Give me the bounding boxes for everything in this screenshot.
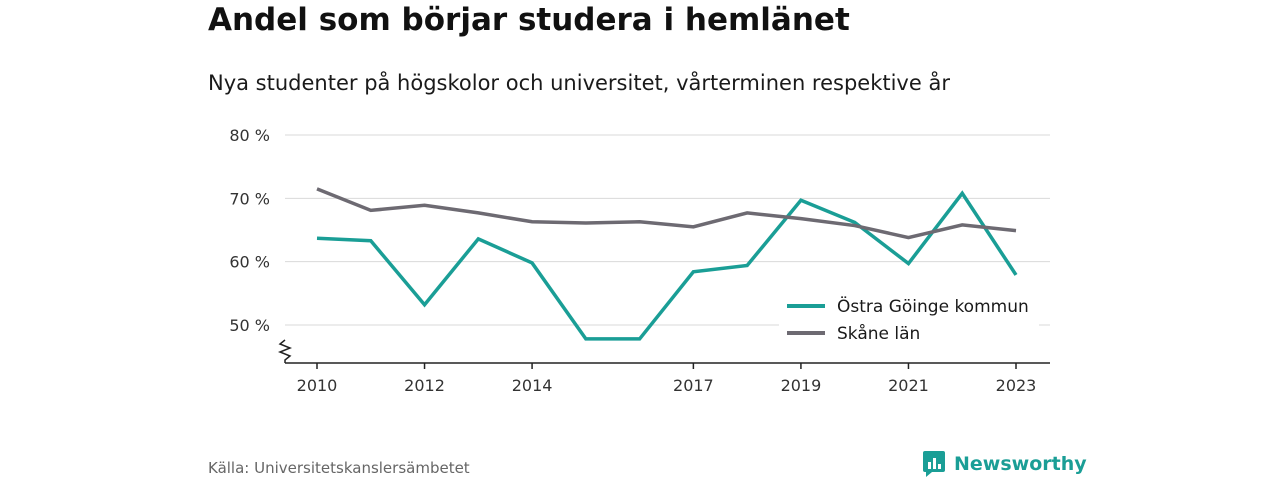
x-tick-label: 2019 bbox=[781, 376, 822, 395]
x-tick-label: 2010 bbox=[297, 376, 338, 395]
y-tick-label: 50 % bbox=[229, 316, 270, 335]
brand-name: Newsworthy bbox=[954, 453, 1087, 475]
axis-break-icon bbox=[277, 339, 293, 363]
x-tick-label: 2021 bbox=[888, 376, 929, 395]
chart-title: Andel som börjar studera i hemlänet bbox=[208, 2, 850, 38]
x-tick-label: 2023 bbox=[996, 376, 1037, 395]
newsworthy-logo: Newsworthy bbox=[922, 450, 1087, 478]
legend-label: Östra Göinge kommun bbox=[837, 295, 1029, 317]
chart-subtitle: Nya studenter på högskolor och universit… bbox=[208, 71, 950, 95]
axes: 50 % 60 % 70 % 80 % 2010 2012 2014 2017 2019 2021… bbox=[229, 126, 1050, 395]
x-tick-label: 2014 bbox=[512, 376, 553, 395]
series-line-2 bbox=[316, 187, 1017, 240]
source-note: Källa: Universitetskanslersämbetet bbox=[208, 459, 470, 477]
x-tick-label: 2012 bbox=[404, 376, 445, 395]
x-tick-label: 2017 bbox=[673, 376, 714, 395]
y-tick-label: 60 % bbox=[229, 253, 270, 272]
series-lines bbox=[316, 187, 1018, 341]
y-tick-label: 70 % bbox=[229, 189, 270, 208]
legend-label: Skåne län bbox=[837, 323, 920, 344]
series-line-1 bbox=[316, 190, 1018, 341]
bar-chart-icon bbox=[923, 451, 945, 477]
y-tick-label: 80 % bbox=[229, 126, 270, 145]
legend: Östra Göinge kommun Skåne län bbox=[779, 292, 1039, 345]
